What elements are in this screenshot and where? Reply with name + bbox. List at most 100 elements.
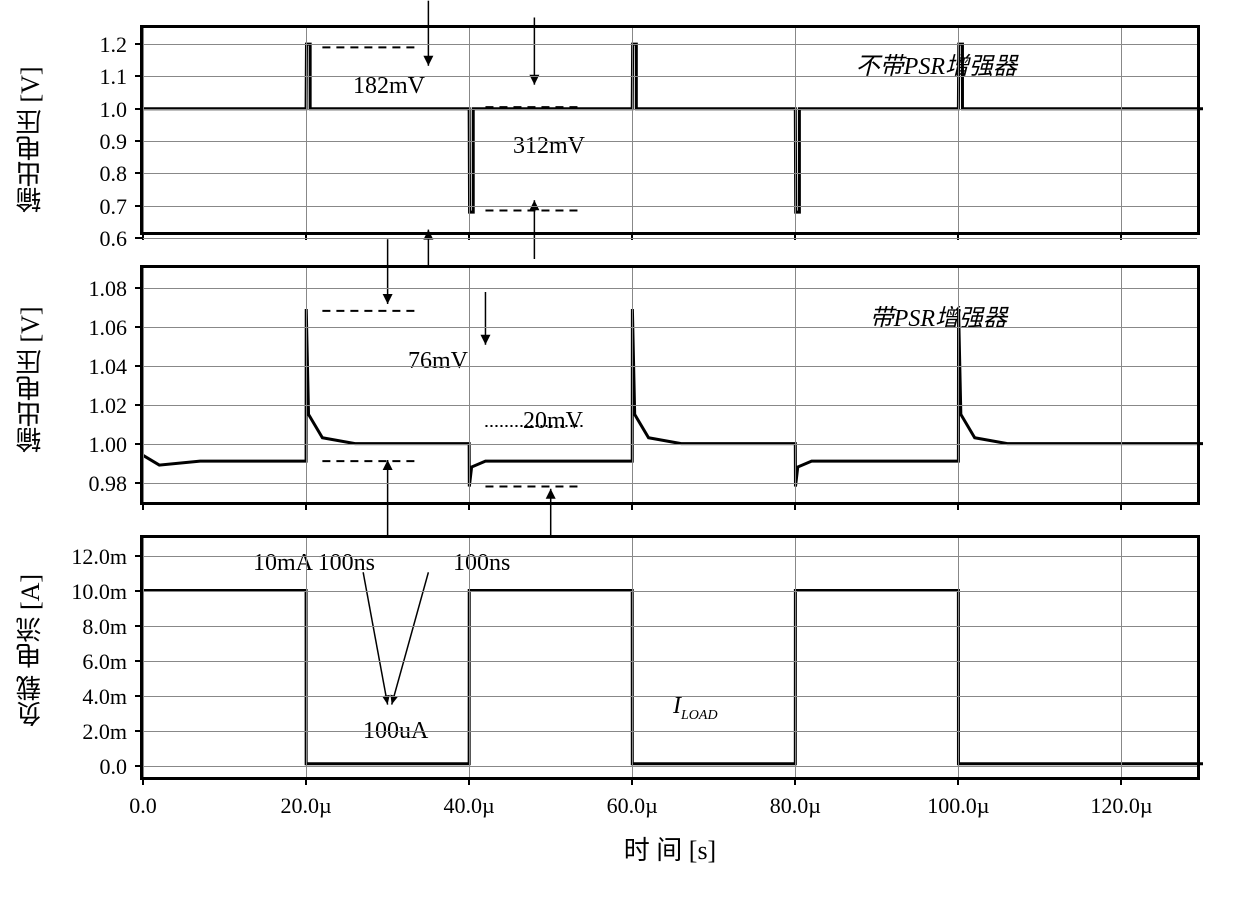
grid-line-h	[143, 141, 1197, 142]
iload-subscript: LOAD	[681, 708, 718, 723]
panel1-plot: 不带PSR增强器 182mV 312mV 0.60.70.80.91.01.11…	[140, 25, 1200, 235]
y-tick-label: 0.9	[67, 129, 127, 155]
y-tick	[135, 625, 143, 627]
x-tick-label: 120.0µ	[1090, 793, 1152, 819]
x-tick-label: 100.0µ	[927, 793, 989, 819]
x-tick-label: 60.0µ	[607, 793, 658, 819]
panel3-plot: 10mA 100ns 100ns 100uA ILOAD 0.02.0m4.0m…	[140, 535, 1200, 780]
y-tick	[135, 590, 143, 592]
grid-line-v	[1121, 268, 1122, 502]
x-tick-label: 80.0µ	[770, 793, 821, 819]
x-tick	[957, 502, 959, 510]
x-tick	[957, 777, 959, 785]
y-tick	[135, 75, 143, 77]
grid-line-v	[143, 538, 144, 777]
x-tick-label: 20.0µ	[280, 793, 331, 819]
grid-line-h	[143, 206, 1197, 207]
panel3-annot-100ua: 100uA	[363, 718, 428, 745]
y-tick-label: 8.0m	[67, 614, 127, 640]
grid-line-v	[143, 28, 144, 232]
grid-line-h	[143, 591, 1197, 592]
y-tick	[135, 365, 143, 367]
y-tick-label: 1.06	[67, 315, 127, 341]
y-tick	[135, 205, 143, 207]
grid-line-h	[143, 731, 1197, 732]
grid-line-h	[143, 766, 1197, 767]
trace-line	[143, 44, 1203, 212]
grid-line-v	[632, 538, 633, 777]
annotation-arrow	[392, 572, 429, 704]
y-tick	[135, 730, 143, 732]
grid-line-h	[143, 76, 1197, 77]
grid-line-v	[795, 538, 796, 777]
arrowhead-icon	[423, 56, 433, 66]
grid-line-h	[143, 444, 1197, 445]
x-tick	[631, 502, 633, 510]
y-tick	[135, 443, 143, 445]
panel1-svg	[143, 28, 1197, 232]
grid-line-v	[143, 268, 144, 502]
grid-line-h	[143, 696, 1197, 697]
panel2-legend: 带PSR增强器	[870, 298, 1007, 333]
grid-line-h	[143, 626, 1197, 627]
grid-line-v	[306, 268, 307, 502]
grid-line-v	[632, 268, 633, 502]
x-tick-label: 40.0µ	[444, 793, 495, 819]
iload-symbol: I	[673, 693, 681, 719]
y-tick	[135, 326, 143, 328]
panel3-iload-label: ILOAD	[673, 693, 718, 724]
grid-line-h	[143, 109, 1197, 110]
y-tick-label: 1.02	[67, 393, 127, 419]
y-tick-label: 0.98	[67, 471, 127, 497]
x-tick	[468, 777, 470, 785]
y-tick	[135, 482, 143, 484]
xaxis-label: 时 间 [s]	[140, 830, 1200, 867]
y-tick	[135, 555, 143, 557]
grid-line-h	[143, 238, 1197, 239]
y-tick-label: 1.2	[67, 32, 127, 58]
grid-line-h	[143, 366, 1197, 367]
x-tick	[1120, 502, 1122, 510]
panel2-ylabel: 输出电压 [V]	[12, 280, 49, 480]
grid-line-v	[795, 28, 796, 232]
panel2-annot-20mv: 20mV	[523, 408, 583, 435]
grid-line-v	[469, 538, 470, 777]
grid-line-h	[143, 288, 1197, 289]
y-tick-label: 1.1	[67, 64, 127, 90]
y-tick-label: 6.0m	[67, 649, 127, 675]
x-tick	[794, 502, 796, 510]
x-tick	[305, 777, 307, 785]
arrowhead-icon	[546, 489, 556, 499]
chart-container: 输出电压 [V] 不带PSR增强器 182mV 312mV 0.60.70.80…	[60, 20, 1220, 880]
panel2-svg	[143, 268, 1197, 502]
y-tick-label: 1.08	[67, 276, 127, 302]
grid-line-h	[143, 556, 1197, 557]
y-tick-label: 1.04	[67, 354, 127, 380]
grid-line-h	[143, 173, 1197, 174]
y-tick	[135, 660, 143, 662]
y-tick	[135, 765, 143, 767]
grid-line-v	[1121, 28, 1122, 232]
y-tick-label: 4.0m	[67, 684, 127, 710]
grid-line-v	[632, 28, 633, 232]
panel1-ylabel: 输出电压 [V]	[12, 40, 49, 240]
x-tick-label: 0.0	[129, 793, 157, 819]
x-tick	[794, 777, 796, 785]
y-tick-label: 2.0m	[67, 719, 127, 745]
x-tick	[1120, 777, 1122, 785]
y-tick-label: 12.0m	[67, 544, 127, 570]
y-tick-label: 10.0m	[67, 579, 127, 605]
grid-line-v	[469, 268, 470, 502]
y-tick-label: 0.8	[67, 161, 127, 187]
grid-line-h	[143, 483, 1197, 484]
panel3-annot-100ns: 100ns	[453, 550, 510, 577]
grid-line-h	[143, 405, 1197, 406]
grid-line-v	[958, 538, 959, 777]
y-tick	[135, 695, 143, 697]
y-tick	[135, 404, 143, 406]
y-tick	[135, 237, 143, 239]
panel3-ylabel: 负载 电流 [A]	[12, 550, 49, 750]
x-tick	[142, 502, 144, 510]
y-tick	[135, 172, 143, 174]
y-tick-label: 0.7	[67, 194, 127, 220]
